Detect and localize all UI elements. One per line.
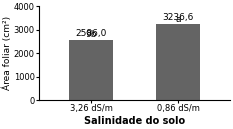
Bar [69, 39, 113, 100]
Text: 9b: 9b [85, 30, 97, 39]
X-axis label: Salinidade do solo: Salinidade do solo [84, 116, 185, 126]
Y-axis label: Área foliar (cm²): Área foliar (cm²) [3, 16, 12, 90]
Bar [156, 24, 200, 100]
Text: a: a [175, 15, 181, 24]
Text: 2586,0: 2586,0 [75, 29, 107, 38]
Text: 3236,6: 3236,6 [162, 13, 194, 22]
